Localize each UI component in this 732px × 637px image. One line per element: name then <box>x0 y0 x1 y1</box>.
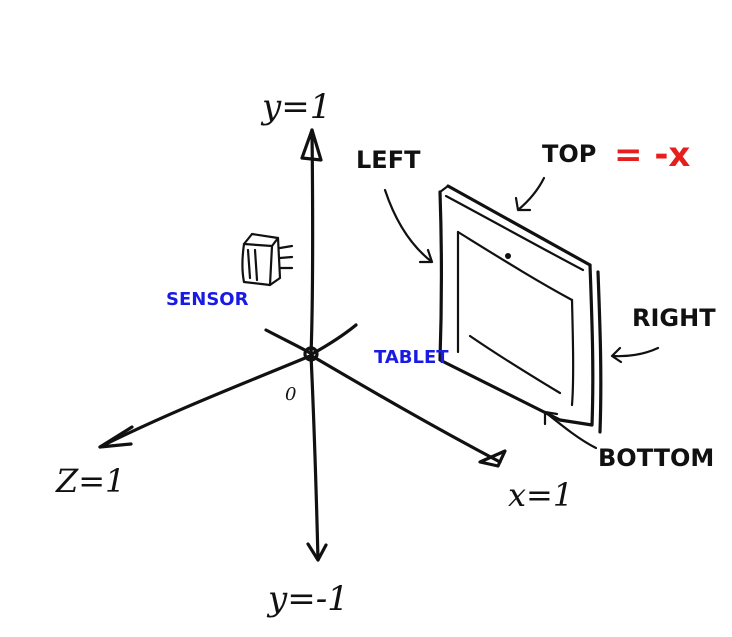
tablet-drawing <box>438 184 603 434</box>
sensor-label: SENSOR <box>166 289 249 310</box>
top-equals-label: = -x <box>614 135 690 175</box>
y-axis-up-arrowhead <box>300 128 323 162</box>
right-label: RIGHT <box>632 304 716 332</box>
bottom-pointer-arrow <box>543 410 598 450</box>
cross-strokes <box>264 323 358 356</box>
z-axis <box>98 354 312 449</box>
left-label: LEFT <box>356 146 421 174</box>
y-axis-down-arrowhead <box>306 542 328 562</box>
y-bottom-label: y=-1 <box>266 579 349 619</box>
origin-label: 0 <box>285 384 296 405</box>
y-top-label: y=1 <box>260 87 331 127</box>
y-axis <box>300 128 328 562</box>
right-pointer-arrow <box>610 346 660 364</box>
sensor-icon <box>241 232 294 287</box>
x-axis <box>310 354 507 468</box>
top-pointer-arrow <box>514 176 546 212</box>
tablet-camera-dot <box>505 253 511 259</box>
top-label: TOP <box>542 140 596 168</box>
z-axis-label: Z=1 <box>55 462 125 500</box>
left-pointer-arrow <box>383 188 434 264</box>
tablet-label: TABLET <box>374 347 449 368</box>
z-axis-arrowhead <box>98 425 134 449</box>
origin-circle <box>303 346 319 362</box>
bottom-label: BOTTOM <box>598 444 714 472</box>
x-axis-arrowhead <box>478 449 507 468</box>
x-axis-label: x=1 <box>508 476 573 514</box>
